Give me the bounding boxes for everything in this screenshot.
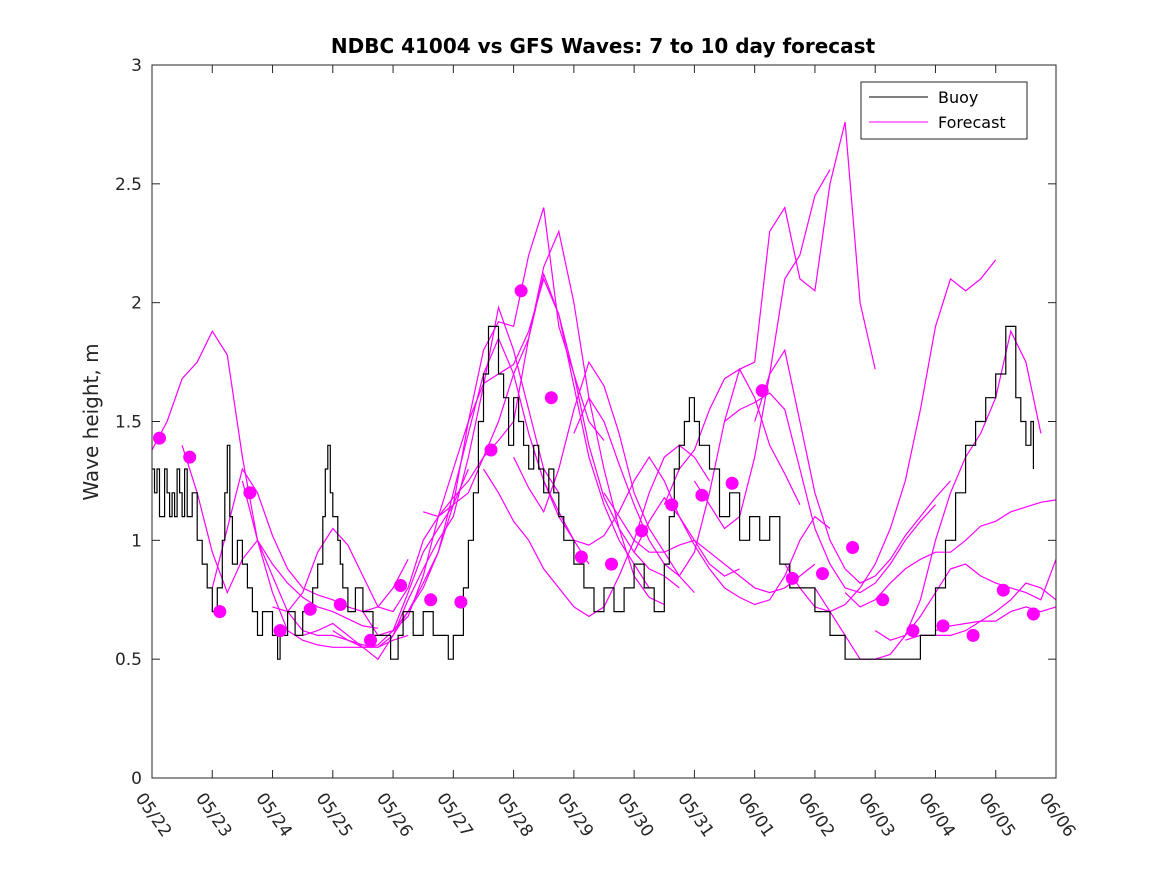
y-tick-label: 0	[131, 769, 142, 789]
forecast-marker-15	[605, 557, 618, 571]
forecast-marker-18	[695, 488, 709, 502]
forecast-line-15	[573, 367, 801, 577]
forecast-line-23	[814, 329, 1042, 660]
forecast-line-14	[543, 455, 740, 577]
x-tick-label: 05/26	[372, 789, 416, 841]
legend: Buoy Forecast	[860, 81, 1028, 140]
forecast-marker-6	[333, 598, 347, 611]
forecast-marker-26	[936, 619, 950, 633]
x-tick-label: 06/05	[975, 789, 1019, 841]
forecast-marker-19	[725, 476, 739, 490]
legend-label-forecast: Forecast	[938, 113, 1006, 132]
buoy-line	[152, 325, 1034, 660]
forecast-line-25	[874, 559, 1057, 641]
forecast-marker-2	[213, 605, 227, 619]
forecast-marker-27	[966, 628, 980, 642]
x-tick-label: 05/28	[493, 789, 537, 841]
x-tick-label: 06/03	[854, 789, 898, 841]
forecast-marker-1	[183, 450, 197, 464]
forecast-marker-29	[1026, 607, 1040, 621]
forecast-line-1	[151, 329, 379, 629]
forecast-line-3	[211, 467, 409, 613]
forecast-marker-9	[424, 593, 438, 607]
x-tick-label: 05/29	[553, 789, 597, 841]
forecast-marker-17	[665, 498, 679, 512]
forecast-markers	[153, 284, 1040, 647]
forecast-line-20	[724, 392, 936, 594]
x-tick-label: 05/24	[251, 789, 295, 841]
forecast-marker-16	[635, 524, 649, 538]
legend-label-buoy: Buoy	[938, 88, 978, 107]
forecast-line-5	[272, 492, 469, 613]
forecast-marker-7	[364, 633, 377, 647]
forecast-line-9	[392, 277, 650, 632]
forecast-line-16	[603, 492, 816, 594]
x-tick-label: 05/22	[131, 789, 175, 841]
x-tick-label: 05/23	[191, 789, 235, 841]
y-tick-label: 0.5	[115, 650, 142, 670]
legend-box	[860, 81, 1028, 140]
forecast-line-22	[784, 259, 997, 613]
x-tick-label: 05/25	[312, 789, 356, 841]
x-tick-label: 06/02	[794, 789, 838, 841]
y-tick-label: 2.5	[115, 175, 142, 195]
y-tick-label: 1.5	[115, 413, 142, 433]
x-tick-label: 05/30	[613, 789, 657, 841]
forecast-marker-14	[574, 550, 588, 564]
forecast-marker-10	[454, 595, 468, 609]
y-tick-label: 3	[131, 56, 142, 76]
x-tick-label: 05/27	[432, 789, 476, 841]
y-axis-ticks: 0 0.5 1 1.5 2 2.5 3	[115, 56, 1056, 789]
forecast-marker-4	[273, 624, 287, 638]
y-tick-label: 2	[131, 294, 142, 314]
forecast-marker-23	[846, 541, 860, 554]
forecast-marker-20	[755, 384, 769, 398]
forecast-marker-12	[514, 284, 528, 298]
forecast-line-21	[754, 348, 951, 584]
forecast-marker-11	[484, 443, 498, 457]
forecast-marker-8	[394, 579, 408, 592]
forecast-marker-24	[876, 593, 890, 607]
forecast-line-4	[241, 468, 469, 648]
forecast-marker-25	[906, 624, 920, 638]
forecast-marker-0	[153, 431, 166, 445]
forecast-marker-5	[303, 602, 317, 616]
x-tick-label: 06/04	[914, 789, 958, 841]
buoy-series-line	[152, 325, 1034, 660]
forecast-line-10	[423, 229, 665, 606]
x-tick-label: 06/06	[1035, 789, 1079, 841]
forecast-marker-13	[544, 391, 558, 405]
y-tick-label: 1	[131, 531, 142, 551]
x-tick-label: 06/01	[734, 789, 778, 841]
forecast-marker-22	[816, 567, 829, 581]
forecast-marker-3	[243, 486, 257, 500]
forecast-marker-28	[996, 583, 1010, 597]
chart-title: NDBC 41004 vs GFS Waves: 7 to 10 day for…	[331, 34, 876, 58]
forecast-marker-21	[785, 571, 799, 585]
y-axis-label: Wave height, m	[79, 343, 103, 500]
forecast-line-19	[693, 169, 831, 530]
x-tick-label: 05/31	[673, 789, 717, 841]
forecast-line-11	[467, 272, 680, 589]
